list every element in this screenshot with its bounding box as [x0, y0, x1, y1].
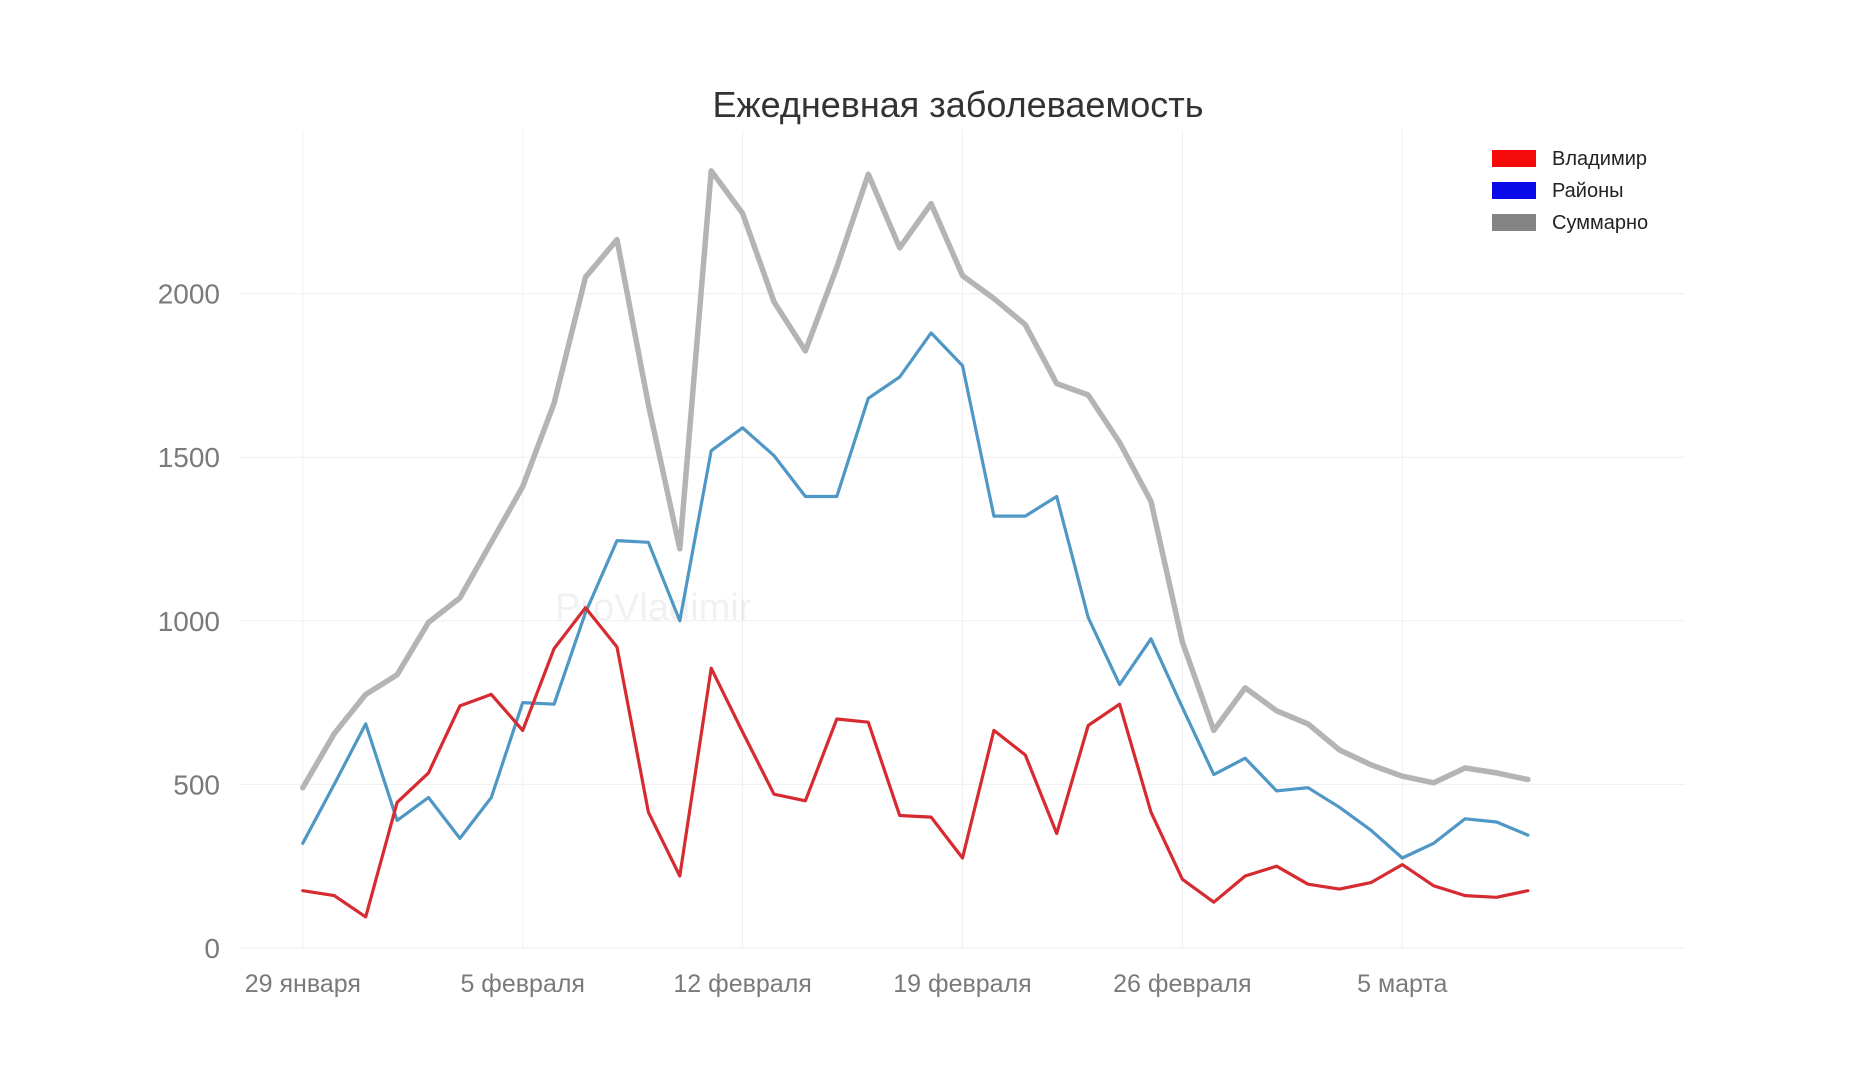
- grid: [240, 130, 1685, 949]
- x-axis: 29 января 5 февраля 12 февраля 19 февраля 26…: [245, 970, 1448, 998]
- y-tick-label-1000: 1000: [158, 606, 220, 637]
- y-tick-label-500: 500: [173, 769, 220, 800]
- series-line-2: [301, 606, 1530, 919]
- legend-item-0[interactable]: Владимир: [1492, 148, 1647, 170]
- legend-label: Районы: [1552, 180, 1624, 202]
- series-line-0: [300, 168, 1531, 791]
- x-tick-label-1: 5 февраля: [460, 970, 585, 998]
- legend-item-2[interactable]: Суммарно: [1492, 212, 1648, 234]
- chart-title: Ежедневная заболеваемость: [713, 84, 1204, 125]
- x-tick-label-3: 19 февраля: [893, 970, 1031, 998]
- legend-label: Владимир: [1552, 148, 1647, 170]
- x-tick-label-4: 26 февраля: [1113, 970, 1251, 998]
- legend-item-1[interactable]: Районы: [1492, 180, 1624, 202]
- y-axis: 0 500 1000 1500 2000: [158, 279, 220, 964]
- legend[interactable]: Владимир Районы Суммарно: [1492, 148, 1648, 234]
- y-tick-label-0: 0: [204, 933, 220, 964]
- legend-swatch: [1492, 150, 1536, 167]
- legend-label: Суммарно: [1552, 212, 1648, 234]
- x-tick-label-5: 5 марта: [1357, 970, 1447, 998]
- y-tick-label-1500: 1500: [158, 442, 220, 473]
- series-lines: [300, 168, 1531, 919]
- legend-swatch: [1492, 182, 1536, 199]
- x-tick-label-0: 29 января: [245, 970, 361, 998]
- legend-swatch: [1492, 214, 1536, 231]
- y-tick-label-2000: 2000: [158, 279, 220, 310]
- series-line-1: [301, 331, 1530, 860]
- x-tick-label-2: 12 февраля: [673, 970, 811, 998]
